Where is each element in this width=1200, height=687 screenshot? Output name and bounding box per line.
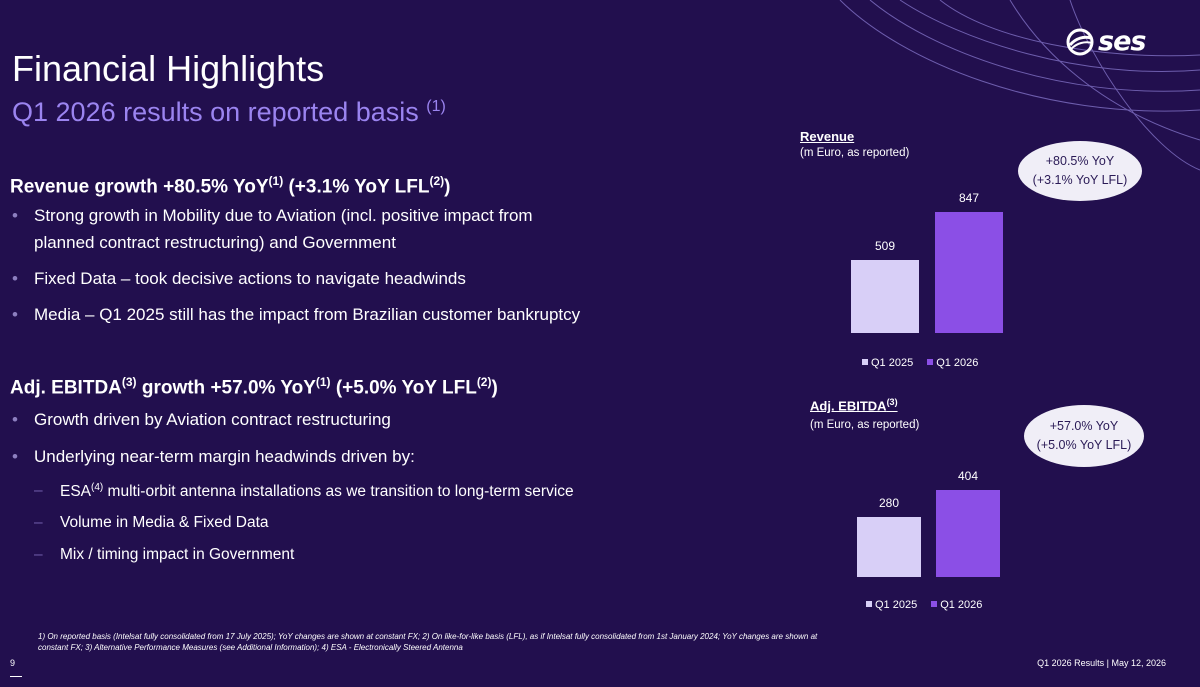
legend-item-q1-2025: Q1 2025 xyxy=(866,599,917,611)
revenue-bullet-2: • Fixed Data – took decisive actions to … xyxy=(12,265,466,292)
subtitle-footnote-ref: (1) xyxy=(426,98,446,115)
legend-label: Q1 2025 xyxy=(875,599,918,611)
revenue-bullet-1: • Strong growth in Mobility due to Aviat… xyxy=(12,202,533,256)
footer-date: Q1 2026 Results | May 12, 2026 xyxy=(1037,658,1166,668)
ses-logo: ses xyxy=(1066,26,1146,57)
sub-bullet-part: multi-orbit antenna installations as we … xyxy=(103,483,574,501)
bullet-text: Strong growth in Mobility due to Aviatio… xyxy=(34,202,533,256)
bar-q1-2026 xyxy=(935,212,1003,333)
footnote: 1) On reported basis (Intelsat fully con… xyxy=(38,631,998,653)
sub-bullet-part: ESA xyxy=(60,483,92,501)
ebitda-sub-bullet-1: – ESA(4) multi-orbit antenna installatio… xyxy=(34,482,574,501)
bar-q1-2026 xyxy=(936,490,1000,577)
ebitda-sub-bullet-2: – Volume in Media & Fixed Data xyxy=(34,514,269,532)
legend-item-q1-2026: Q1 2026 xyxy=(927,357,978,369)
bullet-text: Growth driven by Aviation contract restr… xyxy=(34,410,391,429)
bar-value-label: 280 xyxy=(878,495,900,510)
bullet-dot: • xyxy=(12,410,18,429)
footnote-line: constant FX; 3) Alternative Performance … xyxy=(38,643,463,652)
revenue-bullet-3: • Media – Q1 2025 still has the impact f… xyxy=(12,301,580,328)
ses-globe-icon xyxy=(1066,28,1094,55)
legend-label: Q1 2026 xyxy=(936,357,979,369)
revenue-heading-part: ) xyxy=(444,176,451,198)
ebitda-heading-part: ) xyxy=(491,377,498,399)
bullet-text: Fixed Data – took decisive actions to na… xyxy=(34,269,466,288)
sub-bullet-text: Mix / timing impact in Government xyxy=(60,546,295,563)
bullet-dot: • xyxy=(12,305,18,324)
footnote-ref: (1) xyxy=(315,375,331,389)
ebitda-heading-part: (+5.0% YoY LFL xyxy=(330,377,477,399)
ebitda-bullet-1: • Growth driven by Aviation contract res… xyxy=(12,406,391,433)
legend-label: Q1 2026 xyxy=(940,599,983,611)
footnote-line: 1) On reported basis (Intelsat fully con… xyxy=(38,632,818,641)
callout-line: (+3.1% YoY LFL) xyxy=(1032,173,1128,187)
legend-item-q1-2025: Q1 2025 xyxy=(862,357,913,369)
revenue-heading: Revenue growth +80.5% YoY(1) (+3.1% YoY … xyxy=(10,174,450,198)
footnote-ref: (2) xyxy=(476,375,492,389)
bullet-dot: • xyxy=(12,447,18,466)
page-title: Financial Highlights xyxy=(12,48,325,89)
bullet-line: planned contract restructuring) and Gove… xyxy=(34,233,396,252)
footnote-ref: (4) xyxy=(91,482,104,493)
bar-value-label: 404 xyxy=(957,469,979,483)
bullet-dot: • xyxy=(12,269,18,288)
legend-swatch xyxy=(862,359,868,365)
sub-bullet-dash: – xyxy=(34,482,43,499)
bullet-dot: • xyxy=(12,206,18,225)
bullet-line: Strong growth in Mobility due to Aviatio… xyxy=(34,206,533,225)
sub-bullet-dash: – xyxy=(34,546,43,563)
legend-swatch xyxy=(866,601,872,607)
legend-item-q1-2026: Q1 2026 xyxy=(931,599,982,611)
revenue-chart-subtitle: (m Euro, as reported) xyxy=(800,147,910,159)
revenue-heading-part: Revenue growth +80.5% YoY xyxy=(10,176,269,198)
bar-value-label: 847 xyxy=(958,191,980,205)
sub-bullet-text: ESA(4) multi-orbit antenna installations… xyxy=(60,482,574,501)
ebitda-heading-part: Adj. EBITDA xyxy=(10,377,122,399)
subtitle-text: Q1 2026 results on reported basis xyxy=(12,97,419,127)
callout-line: +80.5% YoY xyxy=(1045,154,1115,168)
sub-bullet-text: Volume in Media & Fixed Data xyxy=(60,514,269,531)
page-number-underline xyxy=(10,676,22,677)
ebitda-heading: Adj. EBITDA(3) growth +57.0% YoY(1) (+5.… xyxy=(10,375,498,399)
legend-label: Q1 2025 xyxy=(871,357,914,369)
ebitda-growth-callout: +57.0% YoY (+5.0% YoY LFL) xyxy=(1024,405,1144,467)
revenue-growth-callout: +80.5% YoY (+3.1% YoY LFL) xyxy=(1018,141,1142,201)
page-number: 9 xyxy=(10,658,16,668)
footnote-ref: (2) xyxy=(429,174,445,188)
ebitda-chart-subtitle: (m Euro, as reported) xyxy=(810,419,920,431)
callout-line: +57.0% YoY xyxy=(1049,419,1119,433)
page-subtitle: Q1 2026 results on reported basis (1) xyxy=(12,97,446,128)
footnote-ref: (1) xyxy=(268,174,284,188)
revenue-chart-legend: Q1 2025 Q1 2026 xyxy=(862,357,978,369)
footnote-ref: (3) xyxy=(121,375,137,389)
bullet-text: Underlying near-term margin headwinds dr… xyxy=(34,447,415,466)
callout-line: (+5.0% YoY LFL) xyxy=(1036,438,1132,452)
ebitda-chart-title: Adj. EBITDA(3) xyxy=(810,397,898,413)
revenue-heading-part: (+3.1% YoY LFL xyxy=(283,176,430,198)
legend-swatch xyxy=(931,601,938,607)
bar-q1-2025 xyxy=(851,260,919,333)
legend-swatch xyxy=(927,359,934,365)
bar-value-label: 509 xyxy=(874,239,896,254)
logo-text: ses xyxy=(1098,26,1146,57)
ebitda-heading-part: growth +57.0% YoY xyxy=(136,377,316,399)
bullet-text: Media – Q1 2025 still has the impact fro… xyxy=(34,305,581,324)
ebitda-bullet-2: • Underlying near-term margin headwinds … xyxy=(12,443,415,470)
revenue-chart-title: Revenue xyxy=(800,129,855,144)
ebitda-chart-title-text: Adj. EBITDA xyxy=(810,398,887,414)
ebitda-chart-legend: Q1 2025 Q1 2026 xyxy=(866,599,982,611)
ebitda-sub-bullet-3: – Mix / timing impact in Government xyxy=(34,546,294,564)
footnote-ref: (3) xyxy=(886,397,898,407)
sub-bullet-dash: – xyxy=(34,514,43,531)
bar-q1-2025 xyxy=(857,516,921,577)
